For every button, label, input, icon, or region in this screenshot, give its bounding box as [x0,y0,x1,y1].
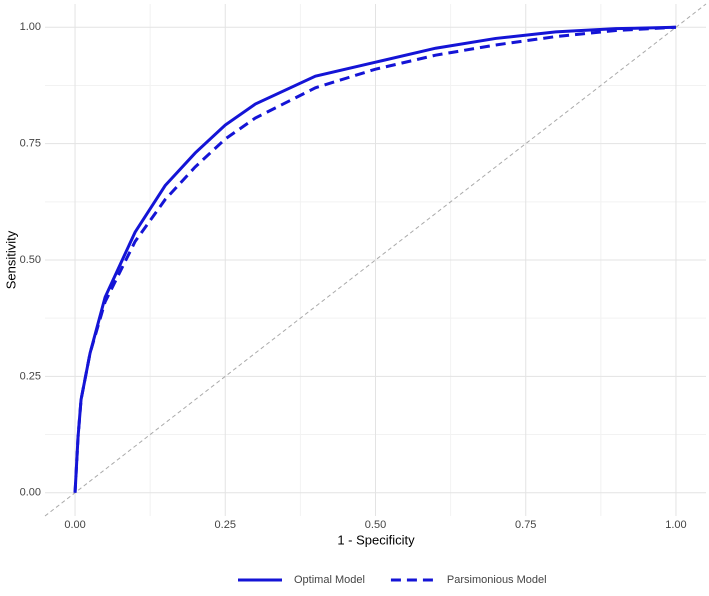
data-line [73,25,677,493]
x-tick-label: 0.25 [215,519,236,531]
y-tick-label: 0.75 [20,138,41,150]
legend-label: Parsimonious Model [447,574,547,586]
x-tick-label: 0.00 [64,519,85,531]
y-tick-label: 0.25 [20,370,41,382]
legend-label: Optimal Model [294,574,365,586]
y-tick-label: 1.00 [20,21,41,33]
x-tick-label: 0.50 [365,519,386,531]
y-tick-label: 0.00 [20,487,41,499]
y-axis-title: Sensitivity [3,230,18,289]
reference-line [44,3,707,517]
data-line [73,25,676,493]
x-axis-title: 1 - Specificity [337,532,415,547]
x-tick-label: 1.00 [665,519,686,531]
x-tick-label: 0.75 [515,519,536,531]
y-tick-label: 0.50 [20,254,41,266]
